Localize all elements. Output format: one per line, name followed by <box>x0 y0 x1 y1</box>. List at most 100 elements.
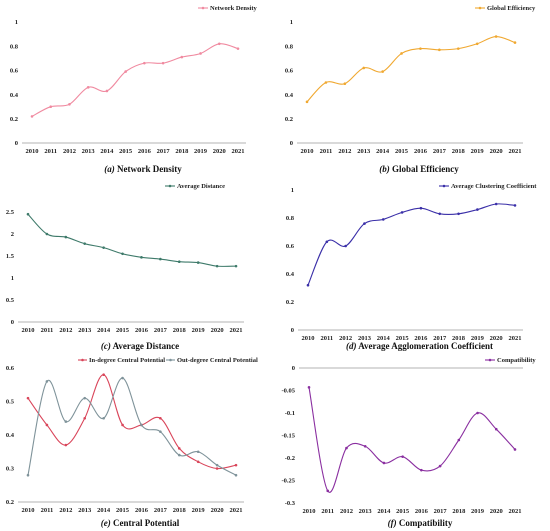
caption-text: Compatibility <box>397 518 453 528</box>
chart-f: -0.3 -0.25 -0.2 -0.15 -0.1 -0.05 0 2010 2011 2012… <box>281 357 536 528</box>
y-tick-label: 0.6 <box>286 243 295 250</box>
x-tick-label: 2016 <box>415 508 429 515</box>
data-point <box>363 222 366 225</box>
caption-text: Network Density <box>115 164 182 174</box>
x-tick-label: 2015 <box>395 148 409 155</box>
data-point <box>363 445 367 448</box>
data-point <box>438 48 441 52</box>
series-line <box>31 43 239 117</box>
y-tick-label: -0.1 <box>285 410 295 417</box>
y-tick-label: 0.3 <box>6 466 15 473</box>
data-point <box>215 463 219 467</box>
x-tick-label: 2017 <box>154 507 168 514</box>
x-tick-label: 2017 <box>434 508 448 515</box>
chart-d: 0 0.2 0.4 0.6 0.8 1 2010 2011 2012 2013 2014 2015 20… <box>286 183 537 351</box>
data-point <box>400 52 403 55</box>
data-point <box>215 264 219 268</box>
y-tick-label: 0.6 <box>6 365 15 372</box>
caption-text: Average Distance <box>111 341 179 351</box>
x-tick-label: 2010 <box>302 335 315 342</box>
data-point <box>401 455 404 458</box>
y-tick-label: -0.3 <box>285 500 296 507</box>
data-point <box>105 89 109 93</box>
y-tick-label: 0.2 <box>6 499 14 506</box>
y-tick-label: 0.5 <box>6 399 15 406</box>
chart-panel-b: 0 0.2 0.4 0.6 0.8 1 2010 2011 2012 2013 2014 2015 20… <box>275 0 550 177</box>
x-tick-label: 2012 <box>339 335 352 342</box>
x-tick-label: 2018 <box>173 327 187 334</box>
data-point <box>121 423 124 427</box>
data-point <box>494 35 498 38</box>
data-point <box>83 396 87 400</box>
x-tick-label: 2018 <box>452 148 466 155</box>
chart-caption: (d) Average Agglomeration Coefficient <box>346 341 493 351</box>
series-line <box>27 377 237 476</box>
chart-caption: (b) Global Efficiency <box>379 164 459 174</box>
x-tick-label: 2019 <box>192 507 206 514</box>
chart-panel-e: 0.2 0.3 0.4 0.5 0.6 2010 2011 2012 2013 2014 2015 2… <box>0 354 275 531</box>
data-point <box>102 416 105 420</box>
data-point <box>196 261 200 264</box>
y-tick-label: 0.2 <box>286 299 294 306</box>
y-tick-label: 0.2 <box>285 116 293 123</box>
data-point <box>30 115 34 118</box>
y-tick-label: 0 <box>292 365 295 372</box>
x-tick-label: 2014 <box>97 327 111 334</box>
data-point <box>381 218 385 221</box>
data-point <box>124 70 127 73</box>
data-point <box>513 204 517 207</box>
x-tick-label: 2019 <box>471 148 485 155</box>
caption-letter: (e) <box>101 518 111 528</box>
y-tick-label: 1.5 <box>6 253 15 260</box>
y-tick-label: -0.15 <box>281 433 295 440</box>
chart-caption: (a) Network Density <box>104 164 182 174</box>
series-line <box>27 374 237 470</box>
data-point <box>457 212 460 216</box>
data-point <box>362 66 366 70</box>
legend-label: Global Efficiency <box>487 5 536 12</box>
x-tick-label: 2021 <box>230 507 243 514</box>
data-point <box>49 105 53 108</box>
caption-text: Global Efficiency <box>390 164 459 174</box>
chart-b: 0 0.2 0.4 0.6 0.8 1 2010 2011 2012 2013 2014 2015 20… <box>285 5 536 174</box>
legend-marker <box>168 184 172 188</box>
x-tick-label: 2016 <box>414 148 428 155</box>
x-tick-label: 2018 <box>173 507 187 514</box>
data-point <box>199 52 202 55</box>
y-tick-label: 0.8 <box>10 43 19 50</box>
x-tick-label: 2014 <box>377 335 391 342</box>
caption-letter: (f) <box>388 518 397 528</box>
x-tick-label: 2016 <box>135 507 149 514</box>
x-tick-label: 2019 <box>192 327 206 334</box>
legend-label: In-degree Central Potential <box>89 357 165 364</box>
data-point <box>438 464 442 468</box>
x-tick-label: 2010 <box>22 327 35 334</box>
caption-text: Average Agglomeration Coefficient <box>356 341 493 351</box>
series-line <box>307 203 516 286</box>
y-tick-label: 0.2 <box>10 116 18 123</box>
data-point <box>215 467 219 470</box>
chart-caption: (f) Compatibility <box>388 518 453 528</box>
x-tick-label: 2021 <box>230 327 243 334</box>
data-point <box>177 447 181 450</box>
chart-caption: (c) Average Distance <box>101 341 179 351</box>
y-tick-label: 2 <box>11 231 14 238</box>
data-point <box>83 416 87 420</box>
legend-label: Average Distance <box>177 183 225 190</box>
data-point <box>475 42 479 46</box>
x-tick-label: 2010 <box>26 148 39 155</box>
data-point <box>196 460 200 464</box>
x-tick-label: 2012 <box>338 148 351 155</box>
x-tick-label: 2021 <box>509 508 522 515</box>
chart-c: 0 0.5 1 1.5 2 2.5 2010 2011 2012 2013 2014 2015 2016… <box>6 183 244 351</box>
data-point <box>217 42 221 46</box>
x-tick-label: 2012 <box>59 327 72 334</box>
y-tick-label: 1 <box>291 187 294 194</box>
data-point <box>513 41 517 44</box>
chart-caption: (e) Central Potential <box>101 518 180 528</box>
x-tick-label: 2011 <box>320 335 333 342</box>
x-tick-label: 2010 <box>301 148 314 155</box>
x-tick-label: 2020 <box>211 507 224 514</box>
data-point <box>457 438 461 442</box>
y-tick-label: 1 <box>11 275 14 282</box>
